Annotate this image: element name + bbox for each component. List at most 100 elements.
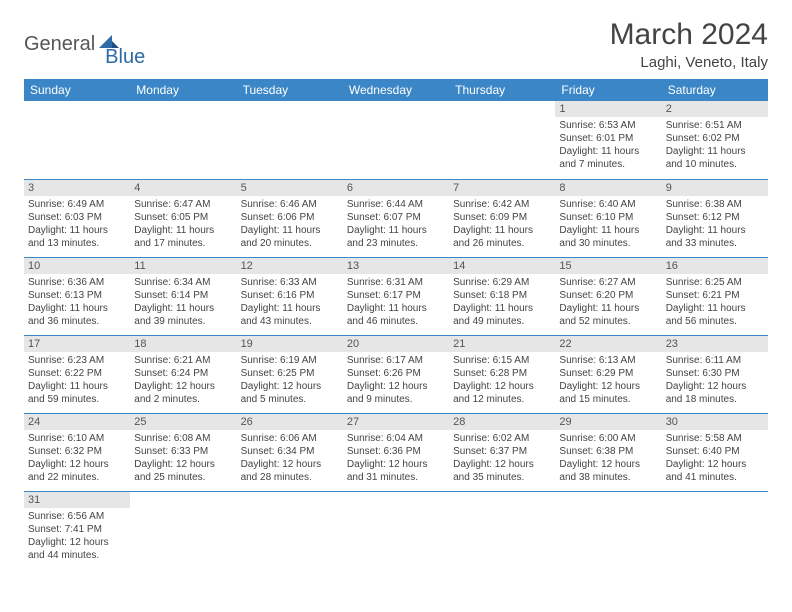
- calendar-cell: 7Sunrise: 6:42 AMSunset: 6:09 PMDaylight…: [449, 179, 555, 257]
- sunset-text: Sunset: 6:29 PM: [559, 367, 657, 380]
- day-details: Sunrise: 6:29 AMSunset: 6:18 PMDaylight:…: [449, 274, 555, 330]
- calendar-cell: 24Sunrise: 6:10 AMSunset: 6:32 PMDayligh…: [24, 413, 130, 491]
- sunrise-text: Sunrise: 6:34 AM: [134, 276, 232, 289]
- sunrise-text: Sunrise: 6:47 AM: [134, 198, 232, 211]
- sunrise-text: Sunrise: 6:40 AM: [559, 198, 657, 211]
- day-number: 6: [343, 180, 449, 196]
- daylight-text: Daylight: 11 hours and 43 minutes.: [241, 302, 339, 328]
- sunset-text: Sunset: 6:30 PM: [666, 367, 764, 380]
- sunset-text: Sunset: 6:18 PM: [453, 289, 551, 302]
- day-details: Sunrise: 6:56 AMSunset: 7:41 PMDaylight:…: [24, 508, 130, 564]
- calendar-cell: 2Sunrise: 6:51 AMSunset: 6:02 PMDaylight…: [662, 101, 768, 179]
- calendar-cell: 4Sunrise: 6:47 AMSunset: 6:05 PMDaylight…: [130, 179, 236, 257]
- sunset-text: Sunset: 6:28 PM: [453, 367, 551, 380]
- day-number: 21: [449, 336, 555, 352]
- day-number: 25: [130, 414, 236, 430]
- sunset-text: Sunset: 6:07 PM: [347, 211, 445, 224]
- day-number: 12: [237, 258, 343, 274]
- daylight-text: Daylight: 12 hours and 35 minutes.: [453, 458, 551, 484]
- daylight-text: Daylight: 11 hours and 7 minutes.: [559, 145, 657, 171]
- weekday-header: Sunday: [24, 79, 130, 101]
- calendar-cell: [662, 491, 768, 569]
- sunset-text: Sunset: 6:02 PM: [666, 132, 764, 145]
- weekday-header: Thursday: [449, 79, 555, 101]
- day-details: Sunrise: 6:19 AMSunset: 6:25 PMDaylight:…: [237, 352, 343, 408]
- day-number: 28: [449, 414, 555, 430]
- day-number: 1: [555, 101, 661, 117]
- day-details: Sunrise: 6:42 AMSunset: 6:09 PMDaylight:…: [449, 196, 555, 252]
- daylight-text: Daylight: 11 hours and 49 minutes.: [453, 302, 551, 328]
- sunset-text: Sunset: 6:13 PM: [28, 289, 126, 302]
- sunset-text: Sunset: 6:33 PM: [134, 445, 232, 458]
- day-number: 3: [24, 180, 130, 196]
- calendar-table: SundayMondayTuesdayWednesdayThursdayFrid…: [24, 79, 768, 569]
- calendar-cell: 31Sunrise: 6:56 AMSunset: 7:41 PMDayligh…: [24, 491, 130, 569]
- calendar-cell: 26Sunrise: 6:06 AMSunset: 6:34 PMDayligh…: [237, 413, 343, 491]
- day-details: Sunrise: 6:27 AMSunset: 6:20 PMDaylight:…: [555, 274, 661, 330]
- calendar-cell: [237, 101, 343, 179]
- day-details: Sunrise: 6:51 AMSunset: 6:02 PMDaylight:…: [662, 117, 768, 173]
- day-details: Sunrise: 6:15 AMSunset: 6:28 PMDaylight:…: [449, 352, 555, 408]
- day-number: 11: [130, 258, 236, 274]
- weekday-header: Monday: [130, 79, 236, 101]
- sunrise-text: Sunrise: 6:56 AM: [28, 510, 126, 523]
- logo-text-blue: Blue: [105, 46, 145, 69]
- sunrise-text: Sunrise: 6:13 AM: [559, 354, 657, 367]
- calendar-cell: 30Sunrise: 5:58 AMSunset: 6:40 PMDayligh…: [662, 413, 768, 491]
- sunset-text: Sunset: 6:10 PM: [559, 211, 657, 224]
- sunrise-text: Sunrise: 6:23 AM: [28, 354, 126, 367]
- calendar-cell: [237, 491, 343, 569]
- daylight-text: Daylight: 11 hours and 30 minutes.: [559, 224, 657, 250]
- day-number: 29: [555, 414, 661, 430]
- sunrise-text: Sunrise: 6:15 AM: [453, 354, 551, 367]
- sunset-text: Sunset: 6:22 PM: [28, 367, 126, 380]
- sunrise-text: Sunrise: 6:29 AM: [453, 276, 551, 289]
- day-number: 30: [662, 414, 768, 430]
- daylight-text: Daylight: 12 hours and 28 minutes.: [241, 458, 339, 484]
- day-details: Sunrise: 6:40 AMSunset: 6:10 PMDaylight:…: [555, 196, 661, 252]
- sunset-text: Sunset: 6:37 PM: [453, 445, 551, 458]
- daylight-text: Daylight: 12 hours and 12 minutes.: [453, 380, 551, 406]
- day-details: Sunrise: 6:10 AMSunset: 6:32 PMDaylight:…: [24, 430, 130, 486]
- sunrise-text: Sunrise: 6:42 AM: [453, 198, 551, 211]
- day-number: 24: [24, 414, 130, 430]
- sunrise-text: Sunrise: 6:25 AM: [666, 276, 764, 289]
- sunset-text: Sunset: 6:20 PM: [559, 289, 657, 302]
- sunrise-text: Sunrise: 6:02 AM: [453, 432, 551, 445]
- day-number: 22: [555, 336, 661, 352]
- daylight-text: Daylight: 11 hours and 23 minutes.: [347, 224, 445, 250]
- calendar-cell: [24, 101, 130, 179]
- sunset-text: Sunset: 6:09 PM: [453, 211, 551, 224]
- daylight-text: Daylight: 11 hours and 52 minutes.: [559, 302, 657, 328]
- sunset-text: Sunset: 6:32 PM: [28, 445, 126, 458]
- calendar-cell: [449, 491, 555, 569]
- sunset-text: Sunset: 6:12 PM: [666, 211, 764, 224]
- sunrise-text: Sunrise: 6:49 AM: [28, 198, 126, 211]
- calendar-cell: 8Sunrise: 6:40 AMSunset: 6:10 PMDaylight…: [555, 179, 661, 257]
- calendar-cell: 5Sunrise: 6:46 AMSunset: 6:06 PMDaylight…: [237, 179, 343, 257]
- sunrise-text: Sunrise: 6:46 AM: [241, 198, 339, 211]
- day-details: Sunrise: 6:53 AMSunset: 6:01 PMDaylight:…: [555, 117, 661, 173]
- day-number: 17: [24, 336, 130, 352]
- sunrise-text: Sunrise: 6:08 AM: [134, 432, 232, 445]
- day-number: 9: [662, 180, 768, 196]
- day-number: 15: [555, 258, 661, 274]
- day-details: Sunrise: 6:34 AMSunset: 6:14 PMDaylight:…: [130, 274, 236, 330]
- day-details: Sunrise: 6:25 AMSunset: 6:21 PMDaylight:…: [662, 274, 768, 330]
- calendar-cell: [555, 491, 661, 569]
- calendar-cell: 18Sunrise: 6:21 AMSunset: 6:24 PMDayligh…: [130, 335, 236, 413]
- sunset-text: Sunset: 6:34 PM: [241, 445, 339, 458]
- sunrise-text: Sunrise: 6:21 AM: [134, 354, 232, 367]
- daylight-text: Daylight: 11 hours and 17 minutes.: [134, 224, 232, 250]
- logo-text-general: General: [24, 33, 95, 56]
- calendar-cell: 15Sunrise: 6:27 AMSunset: 6:20 PMDayligh…: [555, 257, 661, 335]
- day-details: Sunrise: 6:33 AMSunset: 6:16 PMDaylight:…: [237, 274, 343, 330]
- day-details: Sunrise: 6:38 AMSunset: 6:12 PMDaylight:…: [662, 196, 768, 252]
- sunset-text: Sunset: 6:17 PM: [347, 289, 445, 302]
- day-number: 4: [130, 180, 236, 196]
- weekday-header: Saturday: [662, 79, 768, 101]
- daylight-text: Daylight: 11 hours and 39 minutes.: [134, 302, 232, 328]
- calendar-cell: 22Sunrise: 6:13 AMSunset: 6:29 PMDayligh…: [555, 335, 661, 413]
- daylight-text: Daylight: 11 hours and 46 minutes.: [347, 302, 445, 328]
- day-details: Sunrise: 6:13 AMSunset: 6:29 PMDaylight:…: [555, 352, 661, 408]
